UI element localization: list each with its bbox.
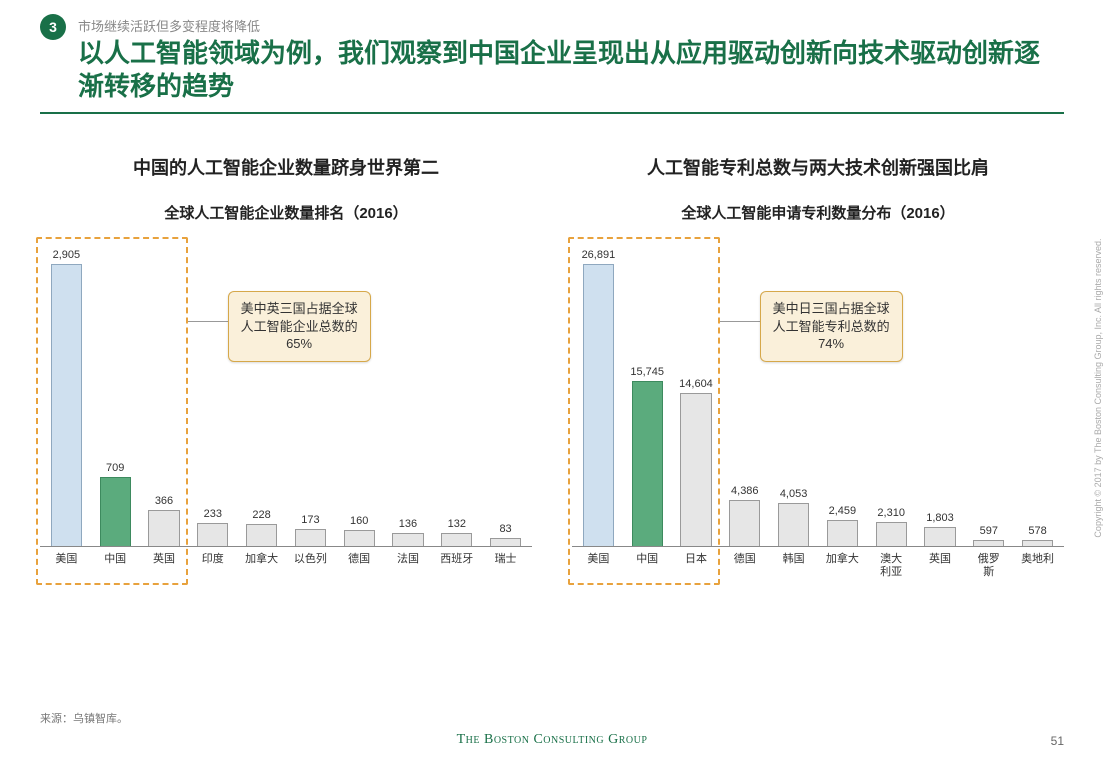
charts-row: 中国的人工智能企业数量跻身世界第二 全球人工智能企业数量排名（2016） 2,9… [40,154,1064,578]
bar-category-label: 以色列 [288,547,333,566]
bar-value-label: 1,803 [926,512,954,524]
chart-left-subtitle: 全球人工智能企业数量排名（2016） [164,202,407,223]
section-badge: 3 [40,14,66,40]
bar-value-label: 4,053 [780,488,808,500]
bar-group: 1,803 [918,247,963,546]
bar-rect [490,538,521,546]
bar-group: 233 [190,247,235,546]
bar-value-label: 228 [252,509,270,521]
chart-right-subtitle: 全球人工智能申请专利数量分布（2016） [681,202,954,223]
chart-left-wrap: 2,905 709 366 233 228 173 160 136 132 83 美国中国英国印度… [40,247,532,566]
bar-rect [148,510,179,546]
bar-rect [197,523,228,546]
bar-value-label: 26,891 [582,249,616,261]
bar-group: 83 [483,247,528,546]
bar-group: 14,604 [674,247,719,546]
chart-right-title: 人工智能专利总数与两大技术创新强国比肩 [647,154,989,180]
bar-value-label: 2,310 [877,507,905,519]
bar-rect [924,527,955,546]
bar-value-label: 132 [448,518,466,530]
bar-group: 709 [93,247,138,546]
bar-category-label: 英国 [918,547,963,578]
bar-value-label: 83 [499,523,511,535]
title-block: 市场继续活跃但多变程度将降低 以人工智能领域为例，我们观察到中国企业呈现出从应用… [78,16,1064,102]
chart-left-callout: 美中英三国占据全球人工智能企业总数的65% [228,291,371,362]
bar-category-label: 美国 [576,547,621,578]
source-note: 来源：乌镇智库。 [40,710,128,726]
chart-right-labels: 美国中国日本德国韩国加拿大澳大利亚英国俄罗斯奥地利 [572,547,1064,578]
bar-rect [441,533,472,546]
bar-category-label: 瑞士 [483,547,528,566]
chart-left-callout-line [188,321,228,322]
chart-left-title: 中国的人工智能企业数量跻身世界第二 [133,154,439,180]
copyright-text: Copyright © 2017 by The Boston Consultin… [1093,238,1103,537]
bar-group: 15,745 [625,247,670,546]
bar-rect [827,520,858,546]
bar-value-label: 136 [399,518,417,530]
bar-rect [295,529,326,546]
bar-rect [632,381,663,546]
bar-category-label: 韩国 [771,547,816,578]
bar-category-label: 西班牙 [434,547,479,566]
bar-rect [100,477,131,546]
bar-category-label: 奥地利 [1015,547,1060,578]
bar-rect [778,503,809,546]
header-divider [40,112,1064,114]
chart-right-callout: 美中日三国占据全球人工智能专利总数的74% [760,291,903,362]
bar-category-label: 美国 [44,547,89,566]
bar-category-label: 中国 [625,547,670,578]
chart-left: 中国的人工智能企业数量跻身世界第二 全球人工智能企业数量排名（2016） 2,9… [40,154,532,578]
bar-value-label: 15,745 [630,366,664,378]
bar-rect [246,524,277,546]
bar-category-label: 英国 [142,547,187,566]
page-number: 51 [1051,734,1064,748]
bar-rect [1022,540,1053,546]
bar-value-label: 366 [155,495,173,507]
bar-group: 597 [966,247,1011,546]
bar-rect [729,500,760,546]
bar-category-label: 加拿大 [820,547,865,578]
bar-value-label: 2,905 [53,249,81,261]
bar-value-label: 233 [204,508,222,520]
bar-value-label: 578 [1028,525,1046,537]
bar-rect [876,522,907,546]
bar-value-label: 14,604 [679,378,713,390]
footer-brand: The Boston Consulting Group [0,732,1104,748]
slide-header: 3 市场继续活跃但多变程度将降低 以人工智能领域为例，我们观察到中国企业呈现出从… [40,16,1064,102]
bar-category-label: 日本 [674,547,719,578]
chart-right-callout-line [720,321,760,322]
bar-value-label: 4,386 [731,485,759,497]
bar-value-label: 173 [301,514,319,526]
bar-category-label: 德国 [337,547,382,566]
chart-left-labels: 美国中国英国印度加拿大以色列德国法国西班牙瑞士 [40,547,532,566]
main-title: 以人工智能领域为例，我们观察到中国企业呈现出从应用驱动创新向技术驱动创新逐渐转移… [78,37,1064,102]
bar-category-label: 印度 [190,547,235,566]
bar-rect [51,264,82,546]
bar-value-label: 709 [106,462,124,474]
bar-group: 2,905 [44,247,89,546]
bar-group: 132 [434,247,479,546]
bar-value-label: 597 [980,525,998,537]
bar-rect [680,393,711,546]
bar-value-label: 160 [350,515,368,527]
bar-group: 26,891 [576,247,621,546]
bar-category-label: 德国 [722,547,767,578]
bar-rect [583,264,614,546]
bar-group: 4,386 [722,247,767,546]
bar-rect [392,533,423,546]
bar-category-label: 俄罗斯 [966,547,1011,578]
bar-category-label: 法国 [386,547,431,566]
bar-value-label: 2,459 [829,505,857,517]
bar-category-label: 澳大利亚 [869,547,914,578]
chart-right: 人工智能专利总数与两大技术创新强国比肩 全球人工智能申请专利数量分布（2016）… [572,154,1064,578]
chart-right-wrap: 26,891 15,745 14,604 4,386 4,053 2,459 2,310 1,… [572,247,1064,578]
supertitle: 市场继续活跃但多变程度将降低 [78,16,1064,35]
bar-rect [973,540,1004,546]
bar-category-label: 中国 [93,547,138,566]
bar-group: 366 [142,247,187,546]
bar-group: 578 [1015,247,1060,546]
bar-category-label: 加拿大 [239,547,284,566]
bar-group: 136 [386,247,431,546]
bar-rect [344,530,375,546]
